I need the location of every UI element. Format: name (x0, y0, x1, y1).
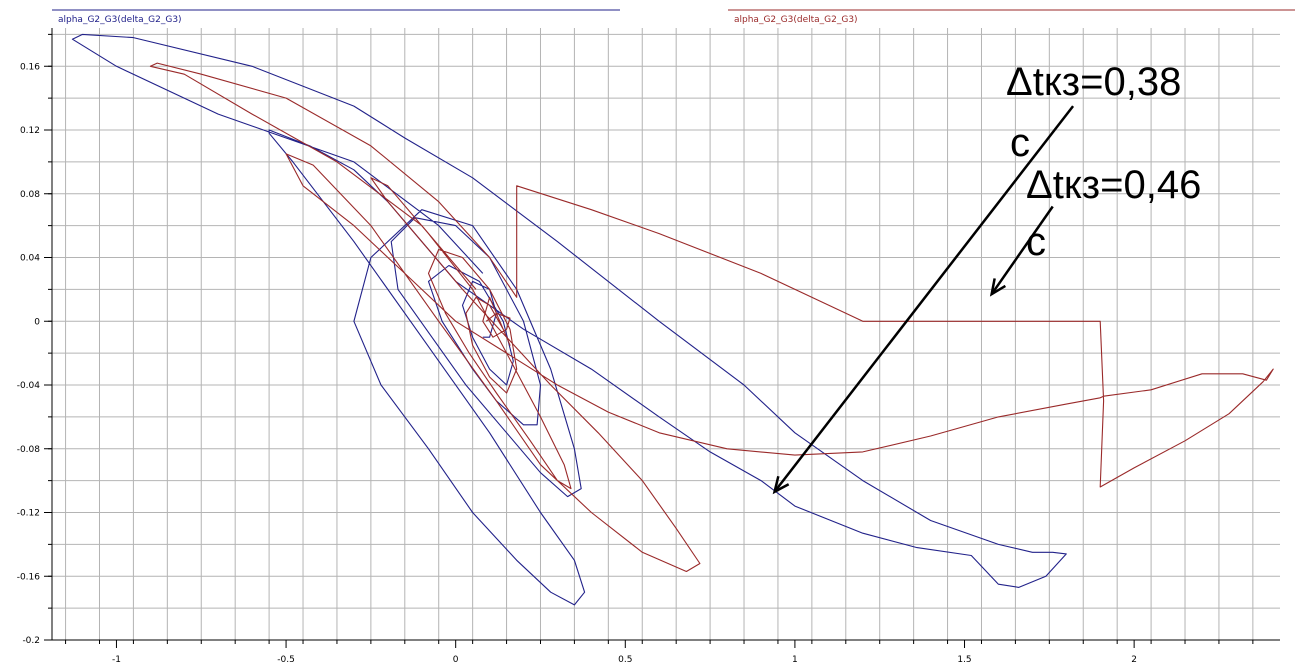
legend-label-red: alpha_G2_G3(delta_G2_G3) (734, 15, 858, 25)
annotation-arrow-2 (990, 205, 1054, 295)
y-tick-label: 0.08 (20, 190, 40, 200)
annotation-2-line-1: Δtкз=0,46 (1026, 163, 1201, 207)
series-line-2 (149, 62, 1274, 573)
annotation-2-line-2: c (1026, 220, 1046, 264)
legend-left: alpha_G2_G3(delta_G2_G3) (52, 9, 620, 25)
x-tick-label: 1 (792, 655, 798, 665)
y-tick-label: -0.12 (17, 509, 40, 519)
x-tick-label: 0 (453, 655, 459, 665)
x-tick-label: -1 (112, 655, 121, 665)
legend-right: alpha_G2_G3(delta_G2_G3) (728, 9, 1295, 25)
y-tick-label: 0.12 (20, 126, 40, 136)
y-tick-label: -0.16 (17, 572, 41, 582)
annotation-1-line-1: Δtкз=0,38 (1006, 60, 1181, 104)
y-tick-label: 0 (34, 317, 40, 327)
annotation-arrows (772, 105, 1075, 495)
y-tick-label: -0.2 (22, 636, 40, 646)
annotation-arrowhead-1 (772, 475, 790, 495)
y-tick-label: -0.04 (17, 381, 41, 391)
x-tick-label: 0.5 (618, 655, 632, 665)
plot-area (52, 28, 1280, 640)
series-group (71, 33, 1274, 606)
x-tick-label: 2 (1131, 655, 1137, 665)
y-tick-label: -0.08 (17, 445, 41, 455)
annotation-1-line-2: c (1010, 121, 1030, 165)
x-tick-label: 1.5 (957, 655, 971, 665)
legend-label-blue: alpha_G2_G3(delta_G2_G3) (58, 15, 182, 25)
x-tick-label: -0.5 (277, 655, 295, 665)
y-tick-label: 0.16 (20, 62, 40, 72)
y-tick-label: 0.04 (20, 254, 40, 264)
axes: -1 -0.5 0 0.5 1 1.5 2 0.16 0.12 0.08 0.04 0 -0.04 -0.… (17, 28, 1280, 665)
annotation-arrowhead-2 (989, 278, 1007, 297)
annotation-arrow-1 (773, 105, 1075, 493)
